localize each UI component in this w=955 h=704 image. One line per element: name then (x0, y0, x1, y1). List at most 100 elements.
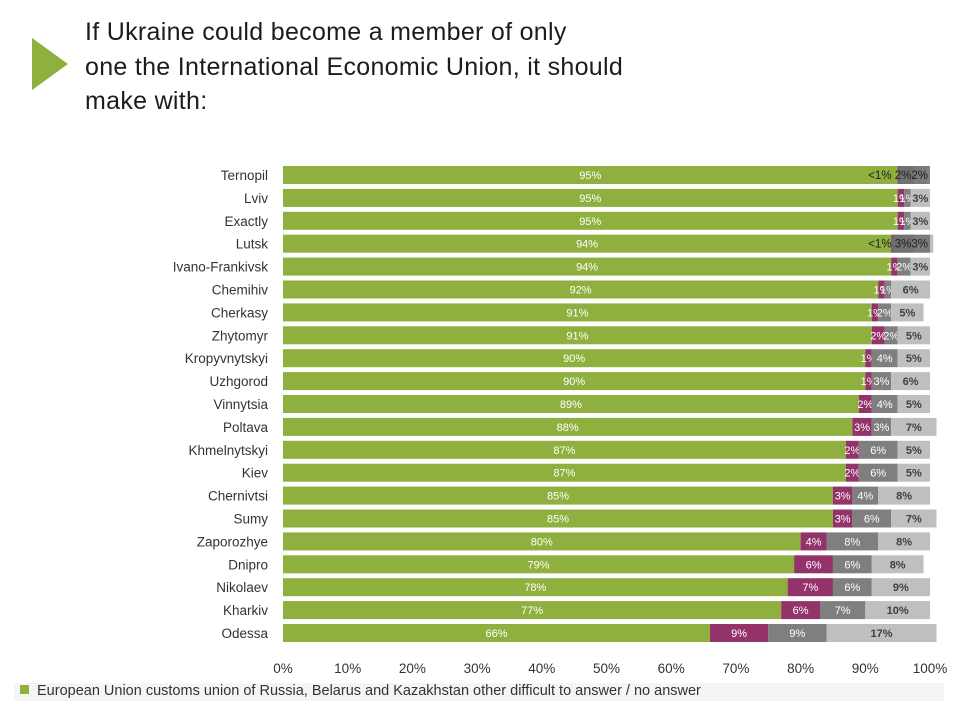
data-label-nikolaev-series-3: 9% (893, 582, 909, 594)
bar-kiev-series-1 (845, 463, 859, 482)
bar-exactly-series-1 (897, 211, 905, 230)
bar-vinnytsia-series-3 (897, 395, 930, 413)
data-label-khmelnytskyi-series-0: 87% (553, 445, 575, 457)
bar-kiev-series-2 (858, 463, 898, 482)
data-label-exactly-series-0: 95% (579, 216, 601, 228)
overlay-band-ternopil (897, 166, 930, 184)
bar-uzhgorod-series-1 (865, 372, 872, 391)
data-label-vinnytsia-series-3: 5% (906, 399, 922, 411)
data-label-nikolaev-series-2: 6% (844, 582, 860, 594)
category-label-kharkiv: Kharkiv (223, 603, 268, 618)
category-label-poltava: Poltava (223, 420, 269, 435)
data-label-odessa-series-2: 9% (789, 628, 805, 640)
arrow-bullet-icon (32, 38, 68, 90)
data-label-vinnytsia-series-1: 2% (857, 399, 873, 411)
data-label-ivano-frankivsk-series-2: 2% (896, 262, 912, 274)
bar-zhytomyr-series-1 (871, 326, 885, 345)
data-label-zhytomyr-series-0: 91% (566, 330, 588, 342)
bar-ivano-frankivsk-series-0 (283, 257, 892, 276)
x-tick-label: 80% (787, 661, 814, 676)
chart-legend: European Union customs union of Russia, … (14, 683, 944, 701)
data-label-sumy-series-1: 3% (835, 514, 851, 526)
data-label-khmelnytskyi-series-1: 2% (844, 445, 860, 457)
bar-kharkiv-series-2 (820, 601, 866, 620)
category-label-lutsk: Lutsk (236, 237, 269, 252)
data-label-uzhgorod-series-0: 90% (563, 376, 585, 388)
data-label-kropyvnytskyi-series-2: 4% (877, 353, 893, 365)
category-label-kropyvnytskyi: Kropyvnytskyi (185, 351, 268, 366)
bar-chemihiv-series-2 (884, 280, 892, 299)
data-label-lviv-series-0: 95% (579, 193, 601, 205)
bar-khmelnytskyi-series-0 (283, 440, 846, 459)
data-label-cherkasy-series-3: 5% (899, 307, 915, 319)
category-label-khmelnytskyi: Khmelnytskyi (188, 443, 268, 458)
data-label-kropyvnytskyi-series-0: 90% (563, 353, 585, 365)
data-label-dnipro-series-0: 79% (528, 559, 550, 571)
stacked-bar-chart: Ternopil 95% <1% 2%2%Lviv 95% 1%1%3%Exactly 9… (173, 166, 947, 676)
data-label-zaporozhye-series-2: 8% (844, 536, 860, 548)
overlay-band-lutsk (891, 234, 930, 253)
data-label-ivano-frankivsk-series-0: 94% (576, 262, 598, 274)
bar-nikolaev-series-0 (283, 578, 788, 597)
category-label-zaporozhye: Zaporozhye (197, 534, 268, 549)
legend-text: European Union customs union of Russia, … (37, 683, 701, 699)
x-tick-label: 70% (722, 661, 749, 676)
bar-odessa-series-3 (826, 624, 937, 642)
bar-chemihiv-series-0 (283, 280, 879, 299)
bar-zaporozhye-series-2 (826, 532, 879, 551)
bar-poltava-series-3 (891, 417, 937, 436)
bar-lviv-series-1 (897, 188, 905, 207)
data-label-poltava-series-3: 7% (906, 422, 922, 434)
bar-kropyvnytskyi-series-1 (865, 349, 872, 368)
data-label-nikolaev-series-0: 78% (524, 582, 546, 594)
bar-lviv-series-0 (283, 188, 898, 207)
bar-poltava-series-2 (871, 417, 892, 436)
data-label-sumy-series-0: 85% (547, 514, 569, 526)
bar-zhytomyr-series-2 (884, 326, 898, 345)
chart-title-line-1: If Ukraine could become a member of only (85, 18, 567, 46)
data-label-exactly-series-3: 3% (912, 216, 928, 228)
chart-title-line-3: make with: (85, 87, 208, 115)
data-label-dnipro-series-1: 6% (806, 559, 822, 571)
bar-cherkasy-series-0 (283, 303, 872, 322)
bar-khmelnytskyi-series-3 (897, 440, 930, 459)
category-label-exactly: Exactly (224, 214, 268, 229)
data-label-kiev-series-2: 6% (870, 468, 886, 480)
x-tick-label: 40% (528, 661, 555, 676)
category-label-chemihiv: Chemihiv (212, 283, 269, 298)
bar-kharkiv-series-1 (781, 601, 821, 620)
bar-cherkasy-series-1 (871, 303, 879, 322)
chart-title-line-2: one the International Economic Union, it… (85, 53, 624, 81)
x-tick-label: 30% (464, 661, 491, 676)
bar-vinnytsia-series-1 (858, 395, 872, 413)
bar-chernivtsi-series-3 (878, 486, 930, 505)
data-label-chernivtsi-series-1: 3% (835, 491, 851, 503)
category-label-dnipro: Dnipro (228, 557, 268, 572)
bar-chernivtsi-series-1 (832, 486, 853, 505)
bar-dnipro-series-0 (283, 555, 795, 574)
data-label-ivano-frankivsk-series-3: 3% (912, 262, 928, 274)
data-label-vinnytsia-series-0: 89% (560, 399, 582, 411)
bar-dnipro-series-1 (794, 555, 833, 574)
bar-uzhgorod-series-0 (283, 372, 866, 391)
x-tick-label: 60% (658, 661, 685, 676)
category-label-nikolaev: Nikolaev (216, 580, 268, 595)
data-label-chemihiv-series-3: 6% (903, 285, 919, 297)
data-label-kropyvnytskyi-series-3: 5% (906, 353, 922, 365)
category-label-vinnytsia: Vinnytsia (213, 397, 268, 412)
bar-exactly-series-3 (910, 211, 930, 230)
bar-odessa-series-2 (768, 624, 827, 642)
category-label-kiev: Kiev (242, 466, 269, 481)
bar-sumy-series-2 (852, 509, 892, 528)
bar-lviv-series-3 (910, 188, 930, 207)
data-label-zaporozhye-series-3: 8% (896, 536, 912, 548)
bar-kropyvnytskyi-series-0 (283, 349, 866, 368)
data-label-chemihiv-series-0: 92% (570, 285, 592, 297)
bar-uzhgorod-series-2 (871, 372, 892, 391)
category-label-lviv: Lviv (244, 191, 268, 206)
data-label-lviv-series-3: 3% (912, 193, 928, 205)
bar-ivano-frankivsk-series-2 (897, 257, 911, 276)
bar-zaporozhye-series-0 (283, 532, 801, 551)
data-label-kharkiv-series-3: 10% (887, 605, 909, 617)
data-label-cherkasy-series-0: 91% (566, 307, 588, 319)
